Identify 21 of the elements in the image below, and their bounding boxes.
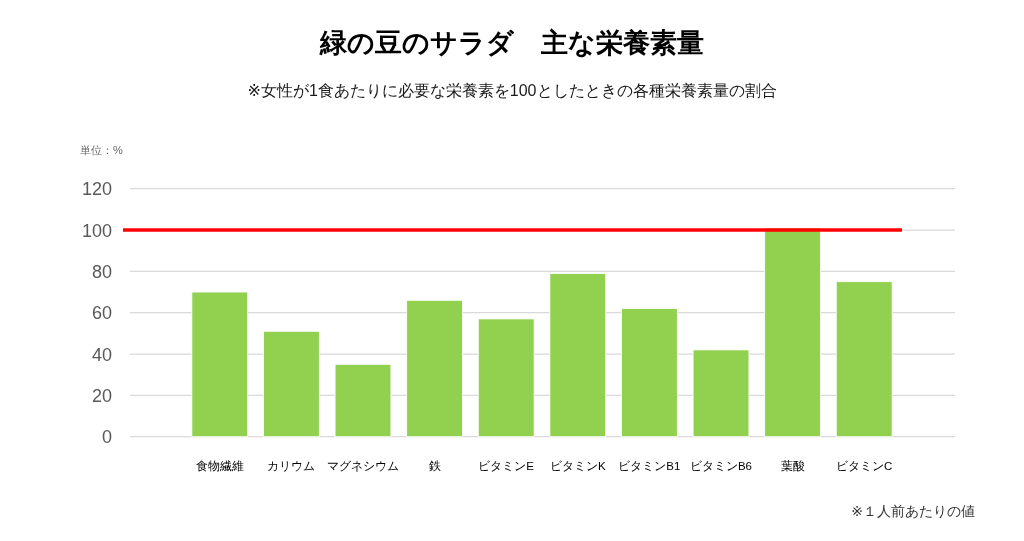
ytick: 80 <box>91 261 112 282</box>
ytick: 100 <box>81 220 112 241</box>
title: 緑の豆のサラダ 主な栄養素量 <box>320 28 704 58</box>
ylabel: 単位：% <box>80 144 123 156</box>
xtick: マグネシウム <box>327 460 399 472</box>
xtick: ビタミンC <box>836 460 893 472</box>
xtick: ビタミンB6 <box>689 460 753 472</box>
ytick: 120 <box>81 179 112 200</box>
xtick: 鉄 <box>428 460 441 472</box>
xtick: ビタミンB1 <box>618 460 681 472</box>
xtick: 葉酸 <box>780 460 805 472</box>
xtick: ビタミンE <box>478 460 535 472</box>
ytick: 0 <box>102 427 112 448</box>
subtitle: ※女性が1食あたりに必要な栄養素を100としたときの各種栄養素量の割合 <box>247 82 777 99</box>
xtick: 食物繊維 <box>195 460 244 472</box>
ytick: 40 <box>91 344 112 365</box>
annotation: ※１人前あたりの値 <box>851 503 975 519</box>
ytick: 20 <box>91 385 112 406</box>
ytick: 60 <box>91 303 112 324</box>
xtick: カリウム <box>267 460 316 472</box>
xtick: ビタミンK <box>549 460 606 472</box>
